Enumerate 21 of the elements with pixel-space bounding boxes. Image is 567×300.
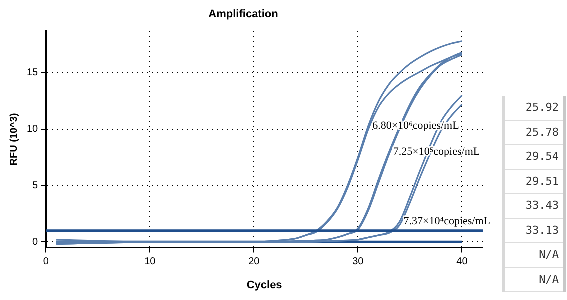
text: N/A: [505, 243, 563, 268]
y-tick-label: 10: [27, 124, 39, 136]
annotation: 7.37×10⁴copies/mL: [404, 216, 491, 228]
text: 29.51: [505, 170, 563, 194]
chart-title: Amplification: [208, 8, 279, 21]
x-tick-label: 20: [248, 256, 260, 268]
text: N/A: [505, 268, 563, 292]
text: 33.43: [505, 194, 563, 218]
x-axis-title: Cycles: [246, 279, 282, 292]
x-tick-label: 40: [456, 256, 468, 268]
y-tick-label: 0: [32, 236, 39, 248]
y-tick-label: 5: [32, 180, 39, 192]
y-tick-label: 15: [27, 68, 39, 79]
x-tick-label: 10: [144, 256, 156, 268]
text: 25.92: [505, 96, 563, 120]
text: 25.78: [505, 120, 563, 145]
x-tick-label: 30: [352, 256, 364, 268]
x-tick-label: 0: [43, 256, 50, 268]
y-axis-title: RFU (10^3): [8, 113, 20, 166]
text: 29.54: [505, 145, 563, 170]
text: 33.13: [505, 218, 563, 243]
